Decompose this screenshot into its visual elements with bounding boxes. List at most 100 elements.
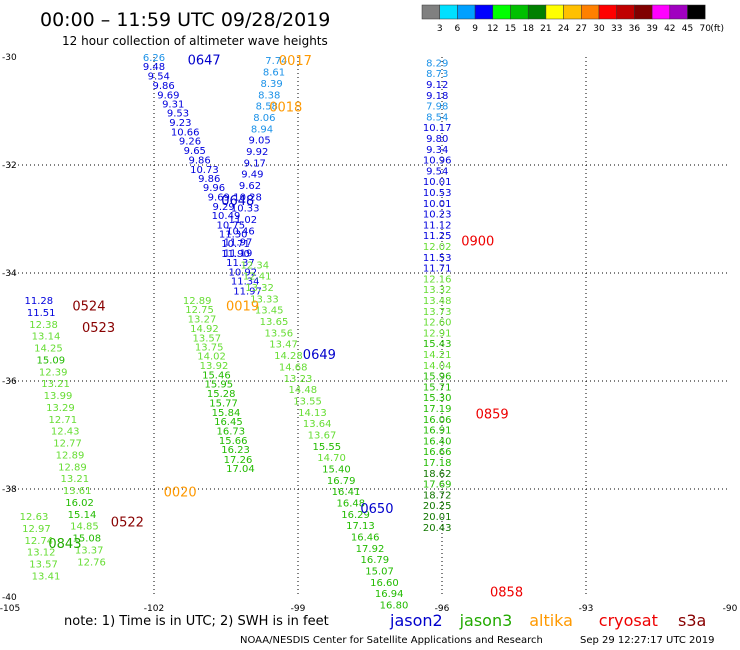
- swh-value: 8.06: [253, 113, 275, 124]
- swh-value: 12.89: [183, 296, 212, 307]
- swh-value: 10.33: [231, 204, 260, 215]
- swh-value: 9.86: [188, 156, 210, 167]
- swh-value: 18.62: [423, 469, 452, 480]
- swh-value: 13.32: [245, 283, 274, 294]
- swh-value: 12.74: [24, 536, 53, 547]
- swh-value: 12.63: [20, 512, 49, 523]
- swh-value: 12.43: [51, 427, 80, 438]
- swh-value: 14.48: [288, 385, 317, 396]
- swh-value: 13.48: [423, 296, 452, 307]
- color-scale-label: 12: [487, 24, 498, 34]
- color-scale-label: 45: [682, 24, 693, 34]
- swh-value: 12.89: [58, 462, 87, 473]
- swh-value: 13.14: [32, 332, 61, 343]
- swh-value: 12.60: [423, 318, 452, 329]
- color-swatch: [651, 4, 671, 20]
- swh-value: 13.73: [423, 307, 452, 318]
- swh-value: 9.86: [198, 174, 220, 185]
- pass-time-label: 0650: [360, 502, 393, 517]
- swh-value: 14.70: [317, 453, 346, 464]
- swh-value: 20.43: [423, 523, 452, 534]
- swh-value: 13.21: [60, 474, 89, 485]
- swh-value: 14.28: [274, 351, 303, 362]
- swh-value: 15.66: [219, 436, 248, 447]
- color-scale-label: 15: [505, 24, 516, 34]
- x-tick-label: -96: [435, 604, 450, 614]
- swh-value: 12.71: [48, 415, 77, 426]
- swh-value: 18.72: [423, 490, 452, 501]
- swh-value: 9.92: [246, 147, 268, 158]
- color-scale-label: 24: [558, 24, 570, 34]
- swh-value: 13.41: [32, 571, 61, 582]
- swh-value: 9.18: [426, 91, 448, 102]
- swh-value: 16.06: [423, 415, 452, 426]
- swh-value: 11.25: [423, 231, 452, 242]
- swh-value: 8.39: [260, 79, 282, 90]
- swh-value: 17.92: [356, 544, 385, 555]
- swh-value: 9.69: [208, 192, 230, 203]
- color-swatch: [669, 4, 688, 20]
- y-tick-label: -30: [2, 53, 17, 63]
- color-scale-label: 3: [437, 24, 443, 34]
- pass-time-label: 0648: [221, 194, 254, 209]
- swh-value: 17.13: [346, 521, 375, 532]
- swh-value: 10.49: [212, 211, 241, 222]
- swh-value: 9.80: [426, 134, 448, 145]
- swh-value: 9.34: [426, 145, 448, 156]
- swh-value: 9.96: [203, 183, 225, 194]
- swh-value: 15.71: [423, 382, 452, 393]
- pass-time-label: 0018: [269, 101, 302, 116]
- credit-text: NOAA/NESDIS Center for Satellite Applica…: [240, 635, 543, 646]
- swh-value: 9.17: [244, 158, 266, 169]
- swh-value: 16.79: [327, 476, 356, 487]
- color-scale-unit: (ft): [710, 24, 724, 34]
- swh-value: 11.30: [219, 230, 248, 241]
- swh-value: 9.49: [241, 170, 263, 181]
- y-tick-label: -38: [2, 485, 17, 495]
- swh-value: 10.01: [423, 177, 452, 188]
- swh-value: 13.32: [423, 285, 452, 296]
- color-scale-label: 9: [472, 24, 478, 34]
- color-scale-label: 18: [522, 24, 534, 34]
- swh-value: 10.75: [216, 220, 245, 231]
- color-scale-label: 21: [540, 24, 551, 34]
- swh-values: 6.269.489.549.869.699.319.539.2310.669.2…: [20, 53, 452, 612]
- grid-lines: [10, 57, 730, 597]
- swh-value: 11.02: [228, 215, 257, 226]
- swh-value: 12.97: [22, 524, 51, 535]
- swh-value: 9.86: [152, 81, 174, 92]
- swh-value: 10.17: [423, 123, 452, 134]
- swh-value: 11.37: [226, 258, 255, 269]
- color-swatch: [474, 4, 494, 20]
- swh-value: 10.01: [423, 199, 452, 210]
- axis-ticks: -105 -102 -99 -96 -93 -90 -30 -32 -34 -36 -38 -40: [0, 53, 738, 614]
- footer-note: note: 1) Time is in UTC; 2) SWH is in fe…: [64, 614, 329, 629]
- swh-value: 15.77: [209, 399, 238, 410]
- color-swatch: [510, 4, 529, 20]
- swh-value: 6.26: [143, 53, 165, 64]
- swh-value: 13.29: [46, 403, 75, 414]
- chart-title: 00:00 – 11:59 UTC 09/28/2019: [40, 9, 330, 31]
- color-swatch: [687, 4, 706, 20]
- swh-value: 13.67: [308, 430, 337, 441]
- swh-value: 16.66: [423, 447, 452, 458]
- swh-value: 16.73: [216, 427, 245, 438]
- color-swatch: [457, 4, 476, 20]
- swh-value: 10.73: [190, 165, 219, 176]
- swh-value: 10.53: [423, 188, 452, 199]
- swh-value: 16.40: [423, 436, 452, 447]
- swh-value: 15.40: [322, 464, 351, 475]
- y-tick-label: -40: [2, 593, 17, 603]
- pass-time-label: 0522: [111, 515, 144, 530]
- color-scale-label: 30: [593, 24, 605, 34]
- swh-value: 13.55: [293, 396, 322, 407]
- swh-value: 12.89: [56, 450, 85, 461]
- pass-time-label: 0020: [164, 486, 197, 501]
- swh-value: 15.55: [312, 442, 341, 453]
- swh-value: 16.02: [65, 498, 94, 509]
- swh-value: 13.99: [44, 391, 73, 402]
- swh-value: 11.19: [224, 248, 253, 259]
- color-scale-label: 70: [699, 24, 711, 34]
- satellite-legend: jason2 jason3 altika cryosat s3a: [389, 611, 706, 630]
- legend-entry: cryosat: [599, 611, 658, 630]
